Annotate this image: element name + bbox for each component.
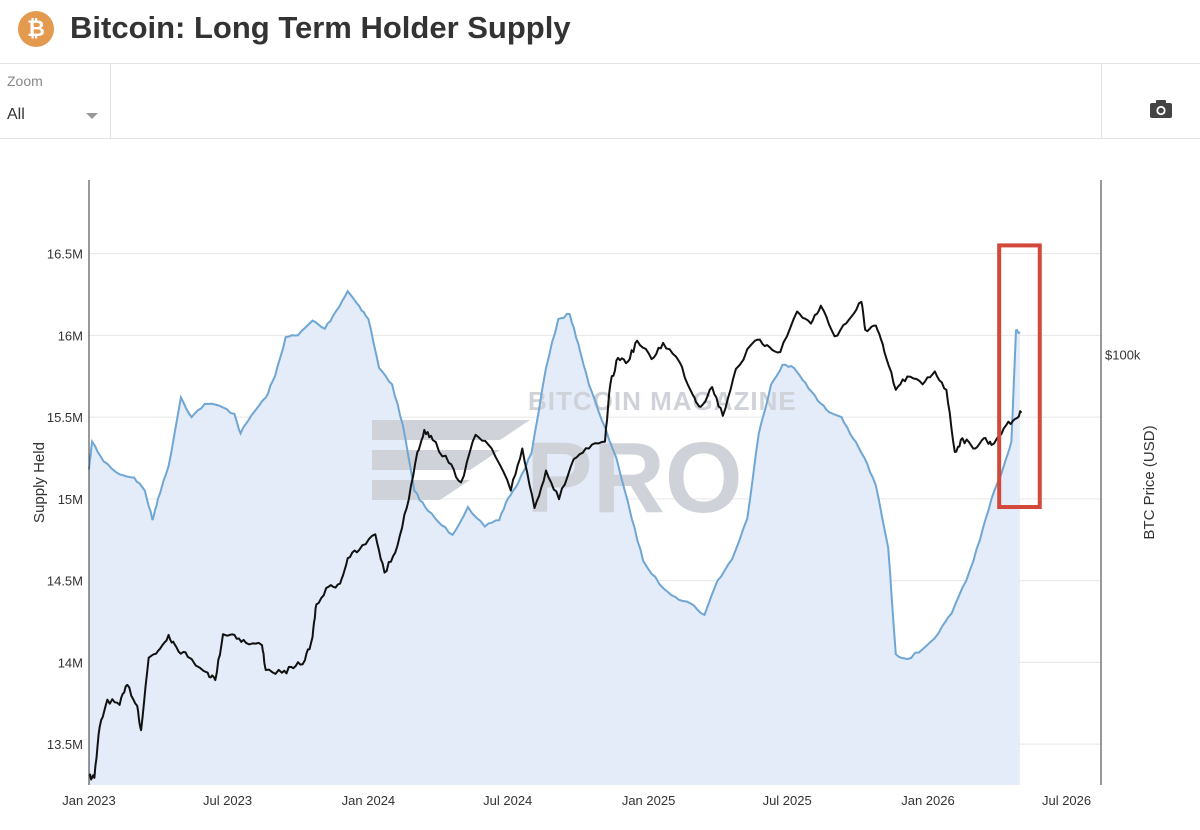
btc-price-line	[88, 300, 1023, 781]
chevron-down-icon	[86, 113, 98, 119]
ltholder-supply-chart: BITCOIN MAGAZINE PRO 13.5M 14M 14.5M 15M 15.…	[31, 180, 1158, 808]
y-tick-label: 13.5M	[47, 737, 83, 752]
x-tick-label: Jul 2023	[203, 793, 252, 808]
x-tick-label: Jul 2024	[483, 793, 532, 808]
highlight-box	[997, 243, 1042, 510]
y-tick-label: 14M	[58, 655, 83, 670]
zoom-label: Zoom	[7, 73, 43, 89]
y-tick-label: 16.5M	[47, 247, 83, 262]
x-tick-label: Jan 2023	[62, 793, 116, 808]
x-tick-label: Jan 2025	[622, 793, 676, 808]
y-tick-labels: 13.5M 14M 14.5M 15M 15.5M 16M 16.5M	[47, 247, 83, 753]
x-tick-label: Jul 2026	[1042, 793, 1091, 808]
bitcoin-logo-icon: ₿	[18, 11, 54, 47]
page-title: Bitcoin: Long Term Holder Supply	[70, 10, 571, 45]
y-axis-title: Supply Held	[31, 442, 48, 523]
y2-axis-title: BTC Price (USD)	[1141, 425, 1158, 539]
watermark-line1: BITCOIN MAGAZINE	[528, 386, 797, 416]
watermark-logo-icon	[372, 420, 530, 500]
zoom-value: All	[7, 106, 25, 123]
x-tick-labels: Jan 2023 Jul 2023 Jan 2024 Jul 2024 Jan 2025…	[62, 793, 1091, 808]
camera-icon[interactable]	[1150, 100, 1172, 118]
zoom-select[interactable]: Zoom All	[0, 64, 111, 138]
bitcoin-logo-glyph: ₿	[27, 16, 45, 41]
x-tick-label: Jul 2025	[763, 793, 812, 808]
x-tick-label: Jan 2026	[901, 793, 955, 808]
y-tick-label: 15.5M	[47, 410, 83, 425]
y-tick-label: 16M	[58, 328, 83, 343]
supply-line	[88, 289, 1021, 661]
y-tick-label: 14.5M	[47, 574, 83, 589]
screenshot-button[interactable]	[1101, 64, 1200, 138]
chart-toolbar: Zoom All	[0, 63, 1200, 139]
y2-tick-labels: $100k	[1105, 347, 1141, 362]
y-tick-label: 15M	[58, 492, 83, 507]
supply-area	[89, 291, 1020, 785]
x-tick-label: Jan 2024	[342, 793, 396, 808]
y2-tick-label: $100k	[1105, 347, 1141, 362]
bitcoin-magazine-pro-watermark: BITCOIN MAGAZINE PRO	[372, 386, 797, 534]
page-header: ₿ Bitcoin: Long Term Holder Supply	[0, 0, 1200, 62]
watermark-line2: PRO	[526, 422, 743, 534]
